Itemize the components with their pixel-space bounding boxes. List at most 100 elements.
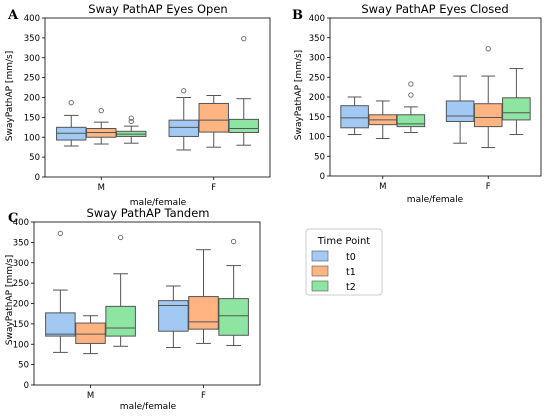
box-t2-f [502,68,531,136]
x-axis-label-a: male/female [130,198,187,208]
outlier-point [98,107,104,114]
outlier-point [117,234,124,241]
x-tick-label-m: M [379,182,386,192]
box-body [45,312,76,337]
box-t0-m [45,230,76,353]
y-tick-label: 350 [13,238,29,248]
box-t0-f [445,75,475,144]
y-tick-label: 350 [24,34,40,44]
y-tick-label: 150 [13,320,29,330]
panel-label-b: B [292,8,303,23]
y-axis-label-b: SwayPathAP [mm/s] [294,50,304,140]
y-tick-label: 350 [309,34,325,44]
panel-label-a: A [7,8,19,23]
box-body [168,119,199,137]
y-tick-label: 200 [309,93,325,103]
y-tick-label: 300 [13,259,29,269]
box-t0-m [340,96,369,136]
box-body [105,305,136,337]
x-tick-label-f: F [211,183,216,193]
y-tick-label: 50 [314,152,325,162]
y-tick-label: 250 [309,73,325,83]
box-body [473,103,503,128]
chart-title-b: Sway PathAP Eyes Closed [361,2,508,16]
y-tick-label: 400 [309,14,325,24]
box-t1-f [198,95,229,148]
outlier-point [408,92,414,98]
legend: Time Point t0 t1 t2 [305,228,383,296]
outlier-point [57,230,64,237]
box-body [218,298,249,336]
legend-swatch-t0 [311,250,329,262]
box-t2-f [228,36,259,146]
y-tick-label: 400 [24,14,40,24]
x-tick-label-m: M [87,391,94,401]
x-tick-label-m: M [98,183,105,193]
panel-c: C Sway PathAP Tandem male/female SwayPat… [5,206,261,412]
box-t2-m [396,81,426,134]
y-tick-label: 100 [13,340,29,350]
legend-frame [305,228,383,296]
y-tick-label: 300 [24,54,40,64]
legend-label-t2: t2 [346,282,356,293]
plot-area [329,17,542,177]
y-axis-label-c: SwayPathAP [mm/s] [5,255,15,345]
box-body [340,105,369,129]
outlier-point [241,36,247,42]
y-tick-label: 250 [13,279,29,289]
box-t2-f [218,238,249,346]
outlier-point [408,81,414,87]
outlier-point [181,88,187,94]
legend-title: Time Point [317,236,371,247]
y-tick-label: 200 [24,94,40,104]
box-body [396,114,426,128]
outlier-point [485,46,491,52]
panel-label-c: C [8,211,18,226]
y-tick-label: 100 [309,133,325,143]
box-t1-f [473,46,503,149]
legend-swatch-t1 [311,265,329,277]
box-body [445,100,475,122]
box-body [502,97,531,121]
x-tick-label-f: F [201,391,206,401]
box-t1-m [86,107,117,145]
y-tick-label: 250 [24,74,40,84]
y-tick-label: 0 [35,173,40,183]
y-tick-label: 150 [24,113,40,123]
box-body [228,118,259,133]
box-t1-m [368,100,398,139]
outlier-point [68,100,74,106]
x-axis-label-b: male/female [407,195,464,205]
outlier-point [128,118,134,125]
y-tick-label: 50 [18,361,29,371]
legend-label-t0: t0 [346,252,356,263]
legend-label-t1: t1 [346,267,356,278]
y-axis-label-a: SwayPathAP [mm/s] [5,51,15,141]
y-tick-label: 150 [309,113,325,123]
y-tick-label: 400 [13,218,29,228]
box-t2-m [105,234,136,347]
chart-title-c: Sway PathAP Tandem [87,206,210,220]
box-t0-m [56,100,87,147]
outlier-point [128,115,134,121]
box-t0-f [158,285,189,349]
y-tick-label: 0 [320,172,325,182]
panel-b: B Sway PathAP Eyes Closed male/female Sw… [292,2,542,205]
box-body [198,102,229,133]
x-axis-label-c: male/female [120,402,177,412]
box-t0-f [168,88,199,151]
box-t1-m [75,315,106,355]
plot-area [44,17,271,178]
panel-a: A Sway PathAP Eyes Open male/female Sway… [5,2,271,208]
legend-swatch-t2 [311,280,329,292]
box-body [75,322,106,344]
outlier-point [230,238,237,245]
box-t2-m [116,115,147,144]
box-t1-f [188,249,219,344]
y-tick-label: 300 [309,54,325,64]
y-tick-label: 200 [13,300,29,310]
y-tick-label: 0 [24,381,29,391]
box-body [188,296,219,330]
y-tick-label: 50 [29,153,40,163]
